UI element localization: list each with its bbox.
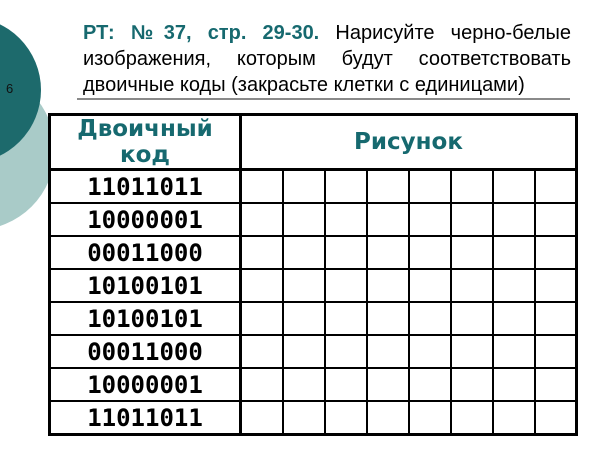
table-row: 10100101	[48, 301, 578, 336]
picture-grid-cell	[323, 367, 368, 402]
picture-grid-cell	[407, 268, 452, 303]
binary-code-cell: 10100101	[48, 301, 242, 336]
binary-code-cell: 00011000	[48, 235, 242, 270]
picture-grid-cell	[281, 367, 326, 402]
slide-title: РТ: №37, стр. 29-30. Нарисуйте черно-бел…	[83, 20, 571, 98]
binary-code-cell: 10000001	[48, 367, 242, 402]
picture-grid-cell	[407, 400, 452, 436]
picture-grid-cell	[323, 400, 368, 436]
table-body: 11011011 10000001 00011000 10100101 10100101…	[48, 168, 578, 436]
column-header-binary-code: Двоичный код	[48, 113, 242, 171]
table-header-row: Двоичный код Рисунок	[48, 113, 578, 171]
title-line-3: двоичные коды (закрасьте клетки с единиц…	[83, 74, 525, 96]
picture-grid-cell	[533, 202, 578, 237]
table-row: 10000001	[48, 367, 578, 402]
picture-grid-cell	[281, 301, 326, 336]
picture-grid-cell	[365, 334, 410, 369]
picture-grid-cell	[449, 202, 494, 237]
picture-grid-cell	[407, 301, 452, 336]
picture-grid-cell	[491, 268, 536, 303]
picture-grid-cell	[533, 400, 578, 436]
binary-code-cell: 11011011	[48, 400, 242, 436]
picture-grid-cell	[281, 168, 326, 204]
picture-grid-cell	[449, 268, 494, 303]
table-row: 10100101	[48, 268, 578, 303]
picture-grid-cell	[281, 400, 326, 436]
picture-grid-cell	[323, 235, 368, 270]
picture-grid-cell	[449, 301, 494, 336]
picture-grid-cell	[491, 400, 536, 436]
picture-grid-cell	[491, 168, 536, 204]
picture-grid-cell	[365, 301, 410, 336]
picture-grid-cell	[491, 301, 536, 336]
picture-grid-cell	[281, 202, 326, 237]
table-row: 11011011	[48, 168, 578, 204]
table-header: Двоичный код Рисунок	[48, 113, 578, 171]
picture-grid-cell	[449, 334, 494, 369]
picture-grid-cell	[365, 202, 410, 237]
picture-grid-cell	[239, 301, 284, 336]
picture-grid-cell	[407, 202, 452, 237]
table-row: 00011000	[48, 235, 578, 270]
picture-grid-cell	[491, 334, 536, 369]
picture-grid-cell	[407, 235, 452, 270]
binary-codes-table: Двоичный код Рисунок 11011011 10000001 000…	[48, 113, 578, 436]
picture-grid-cell	[281, 268, 326, 303]
picture-grid-cell	[239, 268, 284, 303]
title-divider-line	[77, 98, 570, 100]
picture-grid-cell	[407, 334, 452, 369]
title-line-1: РТ: №37, стр. 29-30. Нарисуйте черно-бел…	[83, 20, 571, 46]
table-row: 10000001	[48, 202, 578, 237]
picture-grid-cell	[239, 367, 284, 402]
picture-grid-cell	[533, 168, 578, 204]
picture-grid-cell	[365, 400, 410, 436]
picture-grid-cell	[239, 400, 284, 436]
binary-code-cell: 10000001	[48, 202, 242, 237]
column-header-picture: Рисунок	[239, 113, 578, 171]
table-row: 11011011	[48, 400, 578, 436]
picture-grid-cell	[533, 235, 578, 270]
picture-grid-cell	[323, 202, 368, 237]
picture-grid-cell	[533, 334, 578, 369]
picture-grid-cell	[491, 235, 536, 270]
picture-grid-cell	[533, 301, 578, 336]
picture-grid-cell	[491, 202, 536, 237]
picture-grid-cell	[449, 168, 494, 204]
picture-grid-cell	[407, 168, 452, 204]
picture-grid-cell	[491, 367, 536, 402]
binary-code-cell: 11011011	[48, 168, 242, 204]
slide-number: 6	[6, 81, 14, 96]
picture-grid-cell	[407, 367, 452, 402]
picture-grid-cell	[365, 268, 410, 303]
binary-code-cell: 00011000	[48, 334, 242, 369]
picture-grid-cell	[239, 235, 284, 270]
picture-grid-cell	[365, 235, 410, 270]
picture-grid-cell	[533, 367, 578, 402]
picture-grid-cell	[323, 168, 368, 204]
picture-grid-cell	[449, 235, 494, 270]
picture-grid-cell	[239, 168, 284, 204]
picture-grid-cell	[323, 301, 368, 336]
picture-grid-cell	[323, 268, 368, 303]
picture-grid-cell	[239, 202, 284, 237]
picture-grid-cell	[365, 367, 410, 402]
title-line-2: изображения, которым будут соответствова…	[83, 48, 571, 70]
title-reference: РТ: №37, стр. 29-30.	[83, 22, 320, 44]
picture-grid-cell	[449, 400, 494, 436]
table-row: 00011000	[48, 334, 578, 369]
picture-grid-cell	[449, 367, 494, 402]
binary-code-cell: 10100101	[48, 268, 242, 303]
picture-grid-cell	[365, 168, 410, 204]
picture-grid-cell	[533, 268, 578, 303]
picture-grid-cell	[281, 334, 326, 369]
title-task-text-1: Нарисуйте черно-белые	[335, 22, 572, 44]
picture-grid-cell	[239, 334, 284, 369]
picture-grid-cell	[323, 334, 368, 369]
picture-grid-cell	[281, 235, 326, 270]
